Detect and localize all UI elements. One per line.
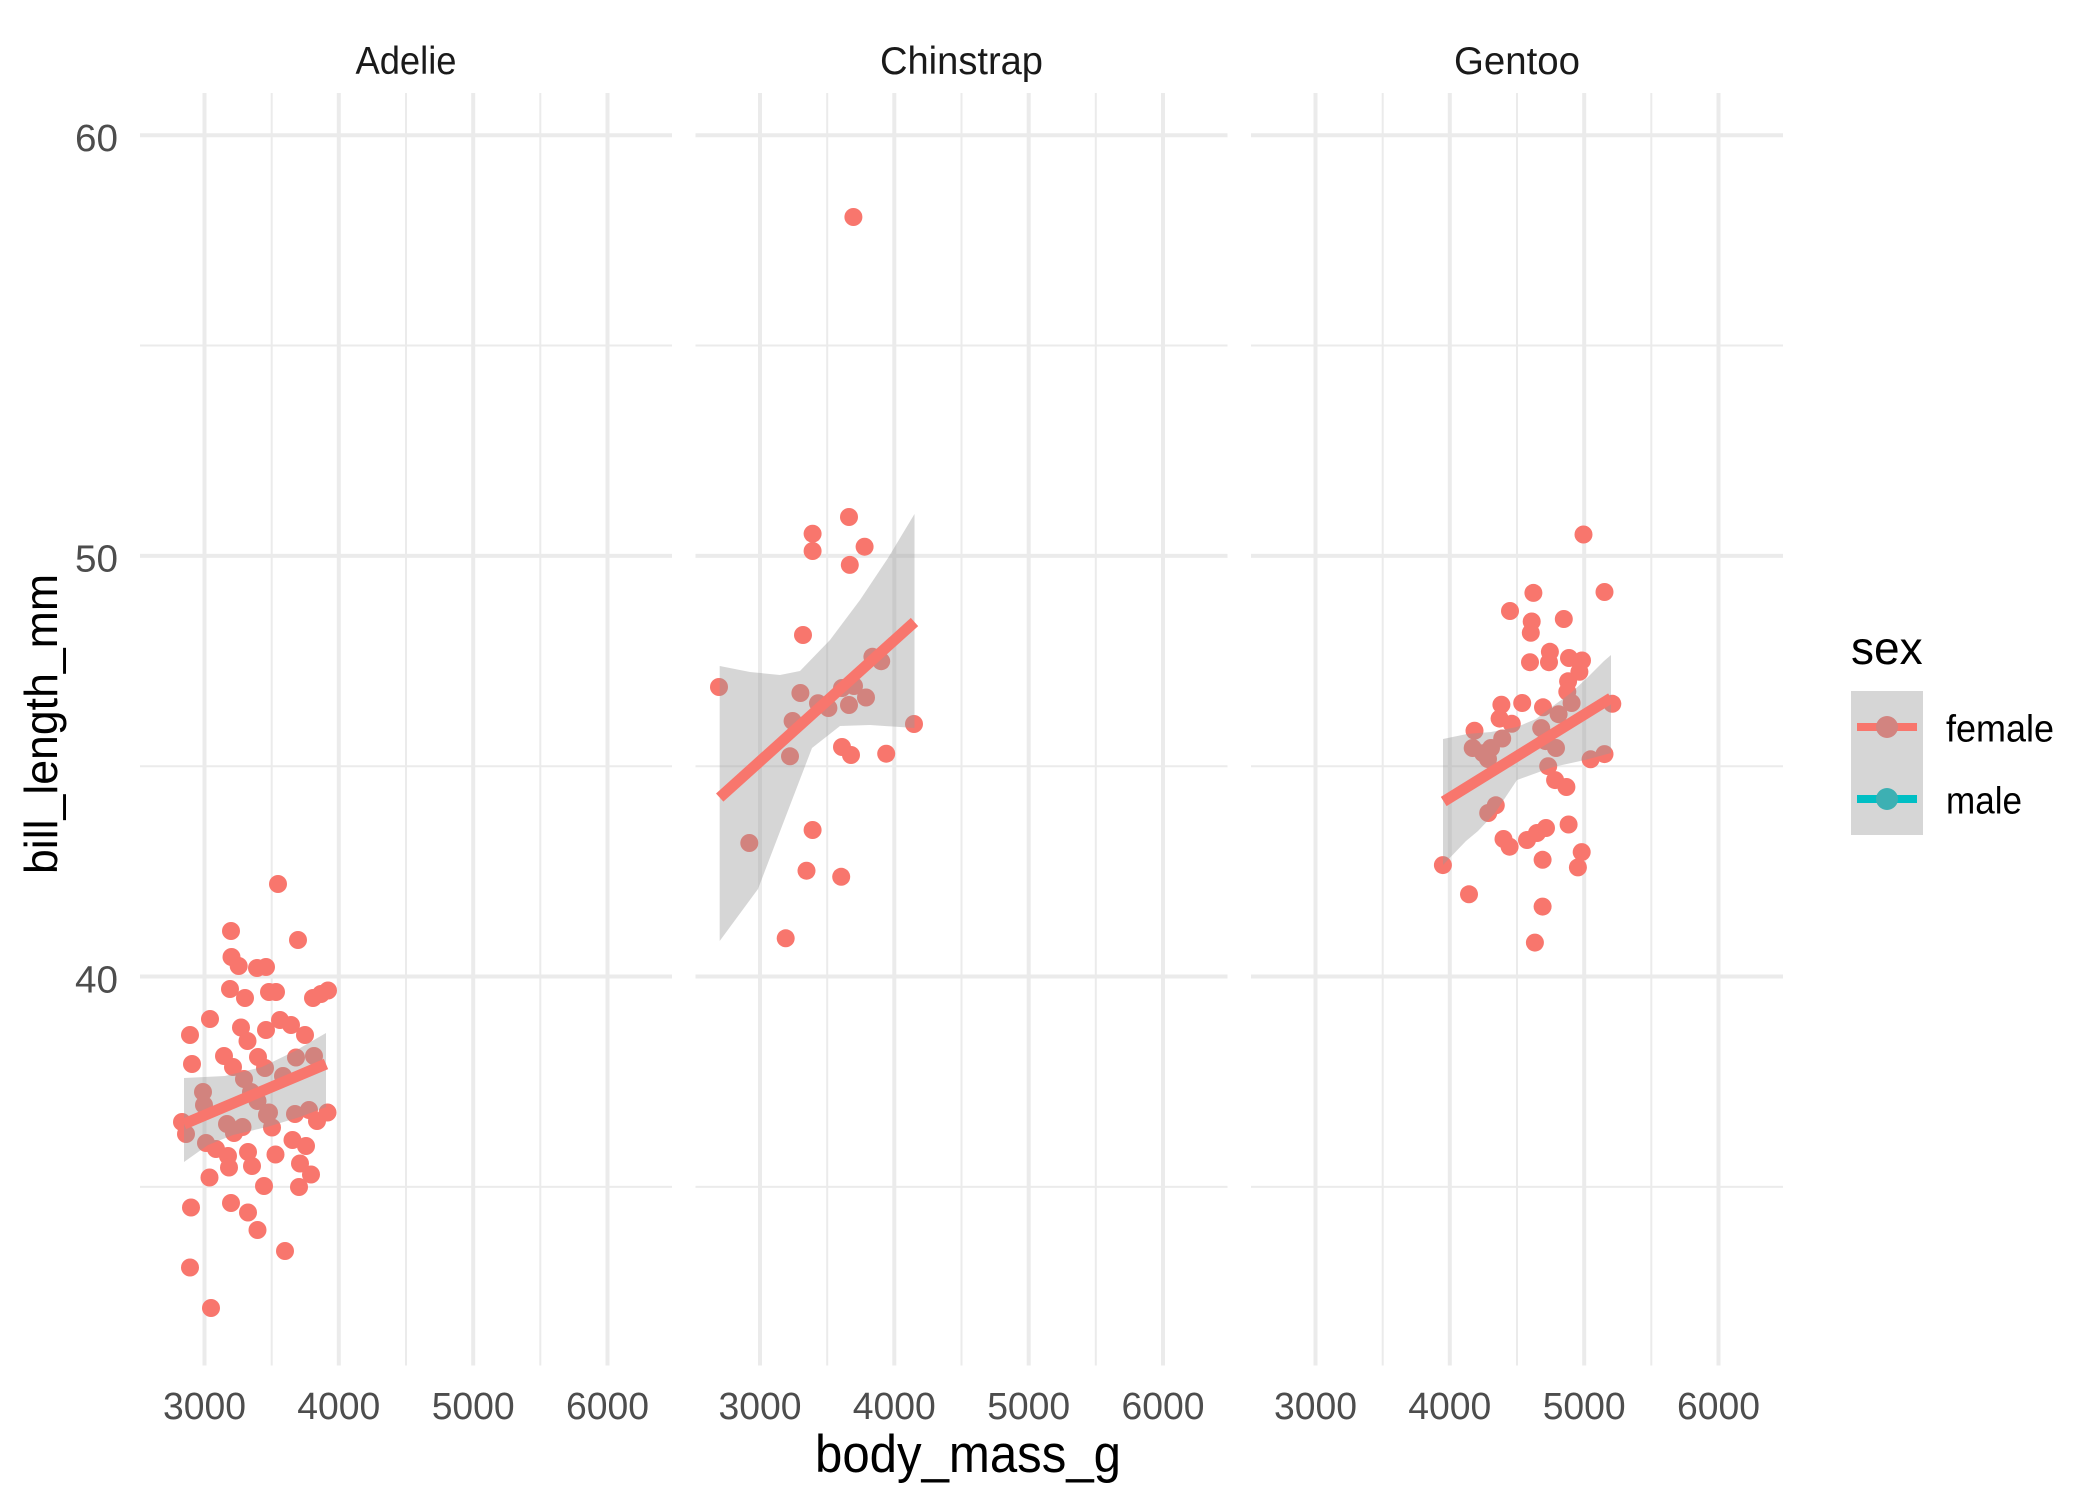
svg-text:sex: sex [1851, 622, 1923, 674]
svg-text:4000: 4000 [1408, 1386, 1491, 1428]
svg-text:Chinstrap: Chinstrap [880, 40, 1043, 83]
svg-text:body_mass_g: body_mass_g [815, 1425, 1121, 1484]
svg-text:female: female [1946, 709, 2054, 751]
svg-text:5000: 5000 [987, 1386, 1070, 1428]
svg-text:4000: 4000 [853, 1386, 936, 1428]
svg-text:5000: 5000 [432, 1386, 515, 1428]
svg-text:3000: 3000 [1274, 1386, 1357, 1428]
svg-text:3000: 3000 [163, 1386, 246, 1428]
svg-text:4000: 4000 [297, 1386, 380, 1428]
svg-text:5000: 5000 [1543, 1386, 1626, 1428]
svg-text:6000: 6000 [1122, 1386, 1205, 1428]
svg-text:Gentoo: Gentoo [1454, 40, 1580, 83]
svg-text:6000: 6000 [566, 1386, 649, 1428]
svg-text:male: male [1946, 781, 2022, 823]
svg-text:bill_length_mm: bill_length_mm [15, 574, 67, 874]
svg-text:6000: 6000 [1677, 1386, 1760, 1428]
svg-text:50: 50 [75, 539, 118, 581]
svg-text:60: 60 [75, 118, 118, 160]
svg-text:Adelie: Adelie [356, 40, 457, 83]
svg-text:3000: 3000 [719, 1386, 802, 1428]
svg-text:40: 40 [75, 959, 118, 1001]
